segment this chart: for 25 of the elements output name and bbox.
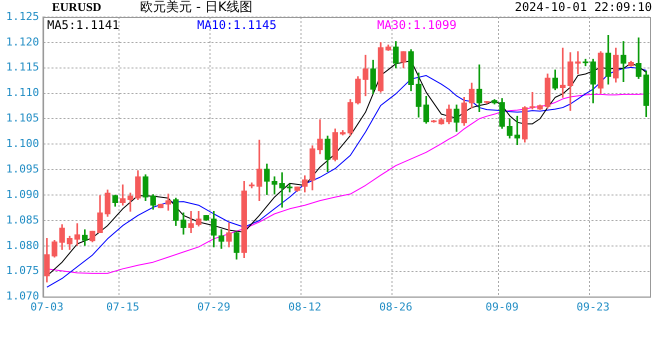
- y-tick-label: 1.105: [6, 112, 40, 125]
- y-tick-label: 1.095: [6, 162, 40, 176]
- x-tick-label: 07-03: [30, 300, 64, 314]
- x-tick-label: 08-12: [288, 300, 322, 314]
- y-tick-label: 1.090: [6, 188, 40, 201]
- text: 2024-10-01 22:09:10: [514, 0, 652, 14]
- y-tick-label: 1.085: [6, 213, 40, 226]
- x-tick-label: 09-23: [576, 300, 610, 314]
- x-tick-label: 07-15: [106, 300, 140, 314]
- chart-title: 欧元美元 - 日K线图: [140, 0, 252, 15]
- chart-subtitle: EURUSD: [52, 0, 102, 15]
- text: MA30:1.1099: [377, 18, 458, 32]
- x-tick-label: 09-09: [486, 300, 519, 314]
- y-tick-label: 1.120: [6, 35, 40, 48]
- text: MA5:1.1141: [47, 18, 120, 32]
- x-tick-label: 08-26: [379, 300, 412, 314]
- y-tick-label: 1.070: [6, 290, 40, 303]
- x-tick-label: 07-29: [197, 300, 230, 314]
- y-tick-label: 1.080: [6, 238, 40, 252]
- y-tick-label: 1.110: [6, 86, 40, 100]
- y-tick-label: 1.125: [6, 10, 40, 23]
- text: MA10:1.1145: [197, 18, 278, 32]
- y-tick-label: 1.075: [6, 264, 40, 278]
- y-tick-label: 1.100: [6, 137, 40, 150]
- y-tick-label: 1.115: [6, 60, 40, 74]
